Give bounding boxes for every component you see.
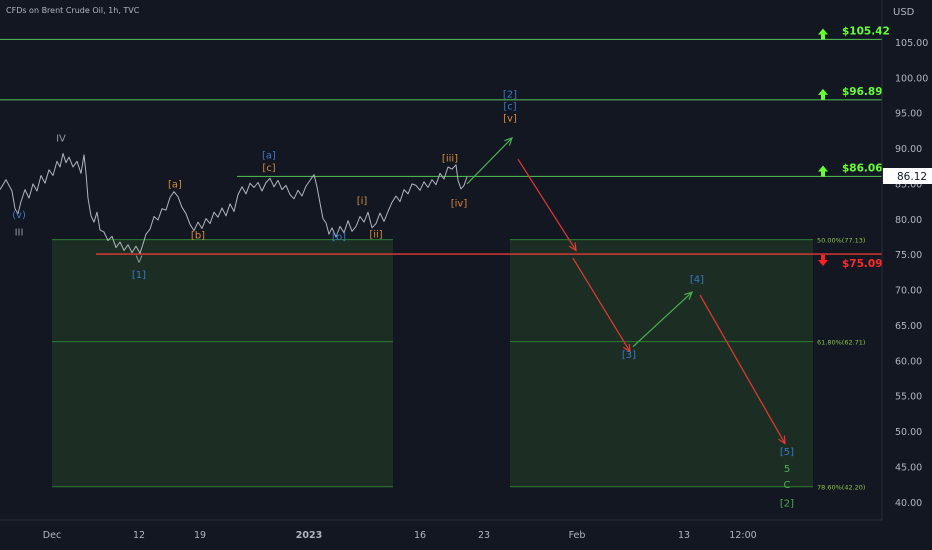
level-label: $105.42 [842,25,890,37]
price-line-series-0 [0,153,468,254]
price-tick-label: 60.00 [895,356,922,367]
projection-segment [699,294,786,444]
arrow-up-icon [818,165,828,177]
wave-labels: (v) III IV V [1] [a] [b] [a] [c] [b] [i] [ii] [iii] [… [12,90,794,510]
projection-arrowhead-icon [504,136,513,146]
wave-label: [ii] [369,230,382,241]
projection-segment [466,137,513,185]
time-tick-label: Feb [569,530,586,541]
wave-label: [v] [503,114,517,125]
wave-label: [c] [262,163,275,174]
price-tick-label: 90.00 [895,144,922,155]
projection-arrowhead-icon [684,291,694,300]
price-tick-label: 85.00 [895,179,922,190]
price-axis[interactable]: 105.00 100.00 95.00 90.00 85.00 80.00 75.00 70.… [881,0,928,520]
fib-zone-1 [510,239,813,487]
wave-label: C [784,480,791,491]
price-tick-label: 105.00 [895,38,928,49]
current-price-tag-bg [883,168,932,184]
price-levels: $105.42 $96.89 $86.06 $75.09 [0,25,890,270]
wave-label: [a] [168,179,182,190]
wave-label: [2] [503,90,517,101]
price-tick-label: 50.00 [895,427,922,438]
time-tick-label: 12 [133,530,145,541]
wave-projection [466,136,786,445]
wave-label: [iv] [451,199,468,210]
fib-level-label: 78.60%(42.20) [817,484,865,492]
fib-zone-0 [52,239,393,487]
wave-label: [c] [503,102,516,113]
wave-label: [1] [132,270,146,281]
wave-label: V [136,254,143,265]
arrow-down-icon [818,255,828,267]
price-series [0,153,468,254]
fib-level-label: 50.00%(77.13) [817,237,865,245]
wave-label: [iii] [442,153,458,164]
price-tick-label: 100.00 [895,73,928,84]
wave-label: [4] [690,274,704,285]
price-tick-label: 45.00 [895,462,922,473]
wave-label: III [15,228,24,239]
wave-label: 5 [784,464,790,475]
currency-label: USD [893,7,915,18]
level-label: $96.89 [842,86,883,98]
price-tick-label: 95.00 [895,109,922,120]
projection-arrowhead-icon [778,435,786,445]
time-tick-label: 13 [678,530,690,541]
time-tick-label: 19 [194,530,206,541]
time-tick-label: 2023 [296,530,322,541]
price-tick-label: 55.00 [895,392,922,403]
price-tick-label: 40.00 [895,498,922,509]
wave-label: (v) [12,210,26,221]
current-price-tag: 86.12 [883,168,932,184]
time-tick-label: Dec [43,530,61,541]
symbol-title: CFDs on Brent Crude Oil, 1h, TVC [6,6,140,15]
arrow-up-icon [818,28,828,40]
wave-label: [i] [357,196,368,207]
projection-segment [517,158,577,251]
level-label: $75.09 [842,258,883,270]
arrow-up-icon [818,88,828,100]
price-tick-label: 80.00 [895,215,922,226]
time-tick-label: 16 [414,530,426,541]
time-axis[interactable]: Dec 12 19 2023 16 23 Feb 13 12:00 [0,519,882,541]
time-tick-label: 23 [478,530,490,541]
price-tick-label: 65.00 [895,321,922,332]
wave-label: IV [56,133,66,144]
wave-label: [b] [332,232,346,243]
wave-label: [2] [780,499,794,510]
current-price-value: 86.12 [897,171,927,183]
projection-arrowhead-icon [568,242,577,252]
wave-label: [3] [622,350,636,361]
projection-segment [572,257,631,352]
wave-label: [5] [780,447,794,458]
time-tick-label: 12:00 [729,530,756,541]
fib-level-label: 61.80%(62.71) [817,339,865,347]
level-label: $86.06 [842,162,883,174]
wave-label: [b] [191,230,205,241]
price-tick-label: 75.00 [895,250,922,261]
projection-segment [632,291,693,348]
fibonacci-zones: 50.00%(77.13) 61.80%(62.71) 78.60%(42.20) [52,237,865,492]
price-tick-label: 70.00 [895,286,922,297]
wave-label: [a] [262,150,276,161]
projection-arrowhead-icon [622,343,631,353]
